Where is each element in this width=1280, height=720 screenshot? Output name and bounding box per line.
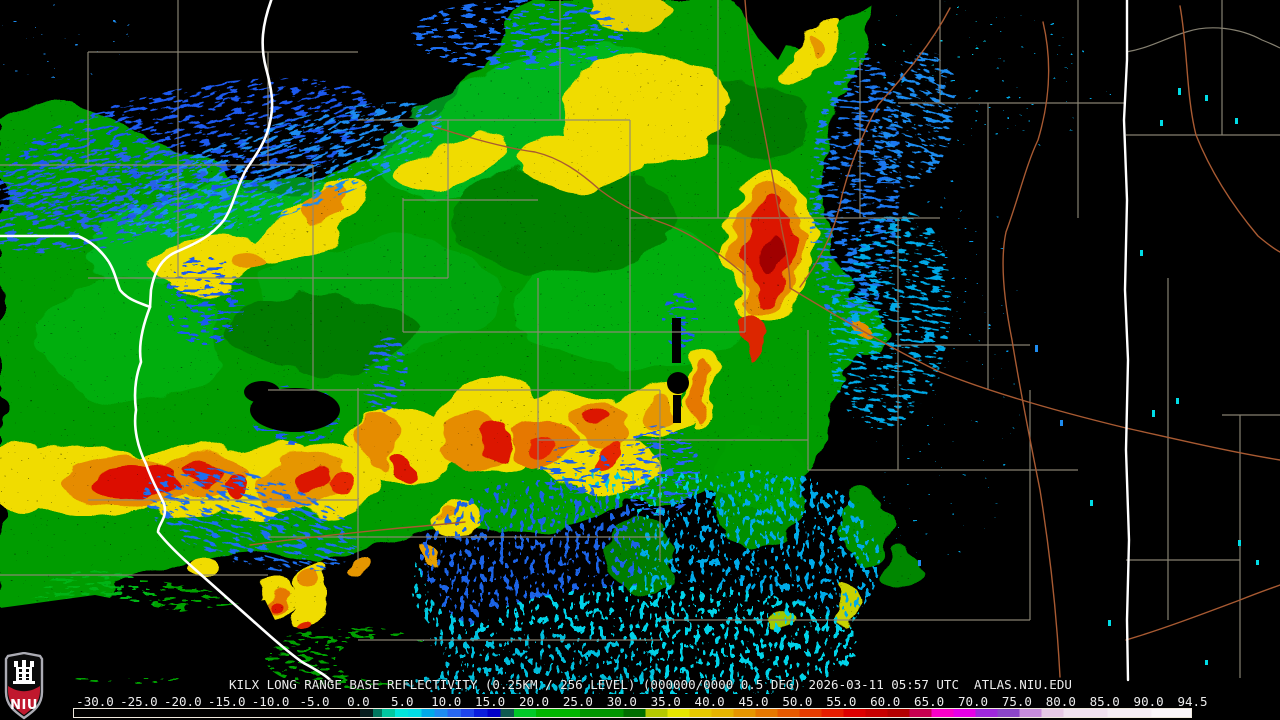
colorbar-tick-label: -25.0	[120, 694, 158, 709]
colorbar-tick-label: -20.0	[163, 694, 202, 709]
isolated-specks	[918, 88, 1259, 665]
river-south	[133, 305, 334, 684]
state-border-line	[1122, 0, 1131, 682]
colorbar-tick-label: 30.0	[606, 694, 637, 709]
colorbar-tick-label: 45.0	[738, 694, 769, 709]
colorbar-tick-label: 90.0	[1133, 694, 1164, 709]
colorbar-tick-label: -30.0	[76, 694, 114, 709]
water-state-lines	[0, 0, 1131, 684]
highway-lines	[249, 0, 1280, 678]
colorbar-tick-label: 40.0	[694, 694, 725, 709]
colorbar-tick-label: 5.0	[391, 694, 414, 709]
logo-text: NIU	[10, 698, 38, 713]
colorbar-tick-label: 65.0	[914, 694, 945, 709]
speckle-texture	[0, 0, 1280, 694]
radar-site-marker	[667, 372, 689, 394]
castle-icon	[13, 660, 35, 684]
colorbar-tick-label: 50.0	[782, 694, 813, 709]
colorbar	[73, 708, 1192, 718]
colorbar-tick-label: 80.0	[1045, 694, 1076, 709]
colorbar-tick-label: 94.5	[1177, 694, 1208, 709]
product-title: KILX LONG RANGE BASE REFLECTIVITY (0.25K…	[229, 677, 1072, 692]
colorbar-tick-label: 25.0	[562, 694, 593, 709]
colorbar-tick-label: 70.0	[957, 694, 989, 709]
colorbar-tick-label: 55.0	[826, 694, 857, 709]
colorbar-tick-label: 75.0	[1001, 694, 1032, 709]
colorbar-tick-label: -15.0	[207, 694, 246, 709]
colorbar-tick-label: 15.0	[475, 694, 506, 709]
colorbar-tick-label: -5.0	[299, 694, 330, 709]
illinois-river	[148, 0, 274, 309]
river-west-branch	[0, 234, 152, 309]
colorbar-tick-label: 10.0	[431, 694, 462, 709]
colorbar-ticks: -30.0 -25.0 -20.0 -15.0 -10.0 -5.0 0.0 5.0 10.0 1…	[0, 695, 1280, 708]
colorbar-tick-label: 0.0	[347, 694, 370, 709]
colorbar-tick-label: 35.0	[650, 694, 681, 709]
niu-logo: NIU	[4, 652, 44, 720]
county-lines	[0, 0, 1280, 678]
colorbar-tick-label: 60.0	[870, 694, 901, 709]
colorbar-tick-label: 20.0	[518, 694, 550, 709]
colorbar-tick-label: -10.0	[251, 694, 290, 709]
logo-red-field	[8, 686, 40, 715]
colorbar-tick-label: 85.0	[1089, 694, 1120, 709]
